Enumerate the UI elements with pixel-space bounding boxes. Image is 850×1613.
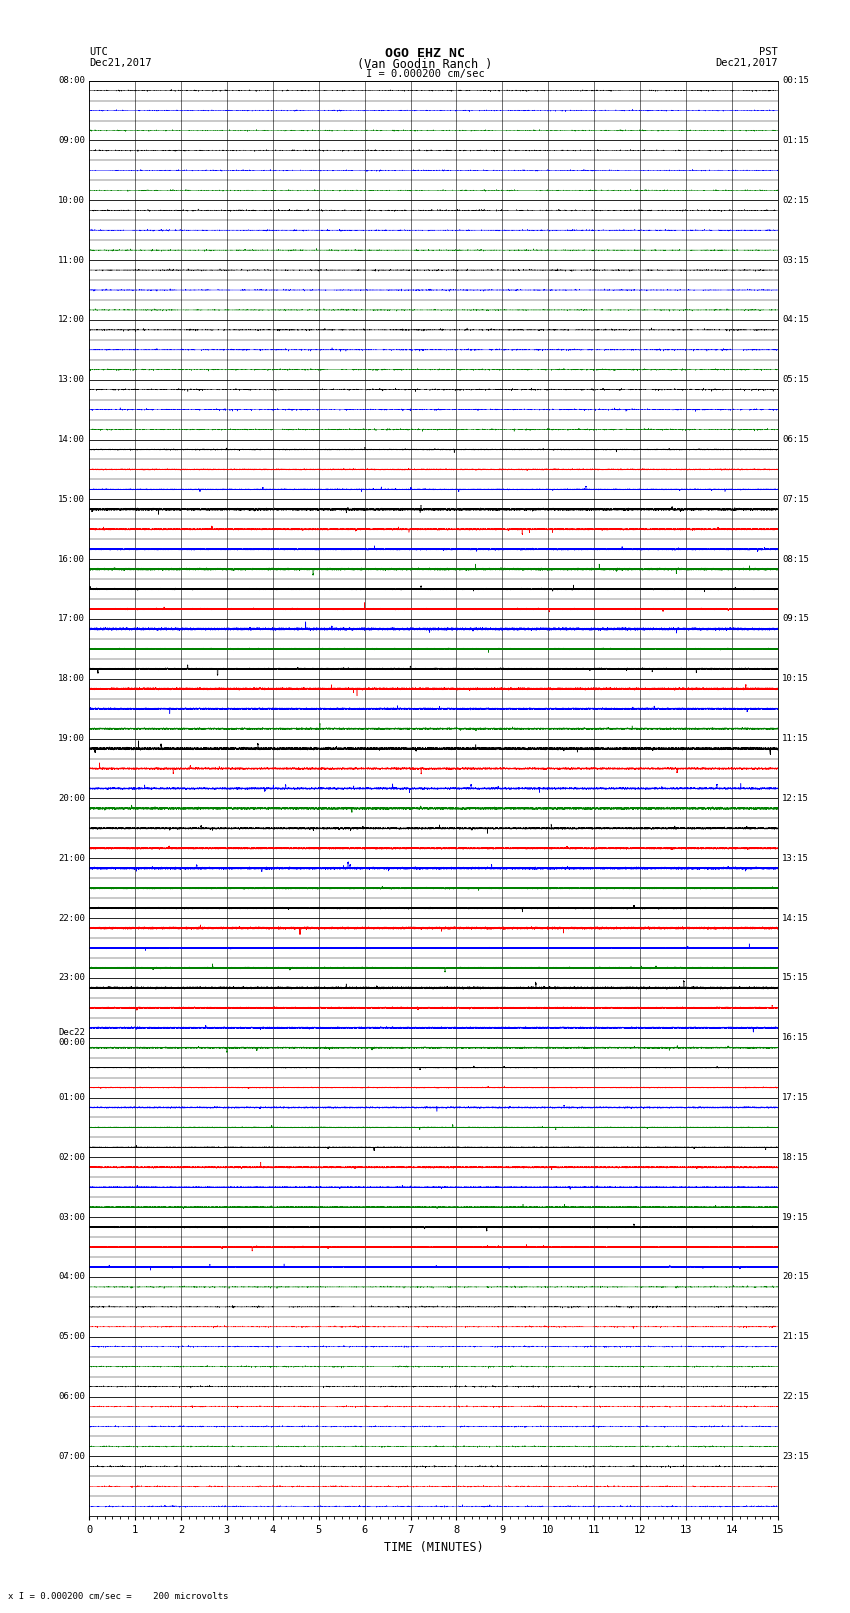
Text: OGO EHZ NC: OGO EHZ NC — [385, 47, 465, 60]
Text: 08:00: 08:00 — [58, 76, 85, 85]
Text: 11:15: 11:15 — [782, 734, 809, 744]
Text: 18:00: 18:00 — [58, 674, 85, 684]
Text: 17:15: 17:15 — [782, 1094, 809, 1102]
Text: 23:15: 23:15 — [782, 1452, 809, 1461]
X-axis label: TIME (MINUTES): TIME (MINUTES) — [383, 1540, 484, 1553]
Text: 07:00: 07:00 — [58, 1452, 85, 1461]
Text: 12:15: 12:15 — [782, 794, 809, 803]
Text: 16:00: 16:00 — [58, 555, 85, 563]
Text: 21:00: 21:00 — [58, 853, 85, 863]
Text: 01:15: 01:15 — [782, 135, 809, 145]
Text: 13:15: 13:15 — [782, 853, 809, 863]
Text: 06:15: 06:15 — [782, 436, 809, 444]
Text: Dec21,2017: Dec21,2017 — [715, 58, 778, 68]
Text: 03:15: 03:15 — [782, 255, 809, 265]
Text: 04:00: 04:00 — [58, 1273, 85, 1281]
Text: 22:00: 22:00 — [58, 913, 85, 923]
Text: PST: PST — [759, 47, 778, 56]
Text: 08:15: 08:15 — [782, 555, 809, 563]
Text: 15:15: 15:15 — [782, 973, 809, 982]
Text: 20:15: 20:15 — [782, 1273, 809, 1281]
Text: 14:00: 14:00 — [58, 436, 85, 444]
Text: 17:00: 17:00 — [58, 615, 85, 624]
Text: 09:15: 09:15 — [782, 615, 809, 624]
Text: Dec22
00:00: Dec22 00:00 — [58, 1027, 85, 1047]
Text: 18:15: 18:15 — [782, 1153, 809, 1161]
Text: 21:15: 21:15 — [782, 1332, 809, 1342]
Text: 05:15: 05:15 — [782, 376, 809, 384]
Text: 13:00: 13:00 — [58, 376, 85, 384]
Text: Dec21,2017: Dec21,2017 — [89, 58, 152, 68]
Text: 02:15: 02:15 — [782, 195, 809, 205]
Text: 01:00: 01:00 — [58, 1094, 85, 1102]
Text: 00:15: 00:15 — [782, 76, 809, 85]
Text: 19:00: 19:00 — [58, 734, 85, 744]
Text: 02:00: 02:00 — [58, 1153, 85, 1161]
Text: UTC: UTC — [89, 47, 108, 56]
Text: 07:15: 07:15 — [782, 495, 809, 503]
Text: 09:00: 09:00 — [58, 135, 85, 145]
Text: x I = 0.000200 cm/sec =    200 microvolts: x I = 0.000200 cm/sec = 200 microvolts — [8, 1590, 229, 1600]
Text: 20:00: 20:00 — [58, 794, 85, 803]
Text: 14:15: 14:15 — [782, 913, 809, 923]
Text: 04:15: 04:15 — [782, 316, 809, 324]
Text: 12:00: 12:00 — [58, 316, 85, 324]
Text: 16:15: 16:15 — [782, 1034, 809, 1042]
Text: 06:00: 06:00 — [58, 1392, 85, 1402]
Text: 22:15: 22:15 — [782, 1392, 809, 1402]
Text: I = 0.000200 cm/sec: I = 0.000200 cm/sec — [366, 69, 484, 79]
Text: 23:00: 23:00 — [58, 973, 85, 982]
Text: 10:15: 10:15 — [782, 674, 809, 684]
Text: 15:00: 15:00 — [58, 495, 85, 503]
Text: 19:15: 19:15 — [782, 1213, 809, 1221]
Text: 05:00: 05:00 — [58, 1332, 85, 1342]
Text: 03:00: 03:00 — [58, 1213, 85, 1221]
Text: (Van Goodin Ranch ): (Van Goodin Ranch ) — [357, 58, 493, 71]
Text: 11:00: 11:00 — [58, 255, 85, 265]
Text: 10:00: 10:00 — [58, 195, 85, 205]
